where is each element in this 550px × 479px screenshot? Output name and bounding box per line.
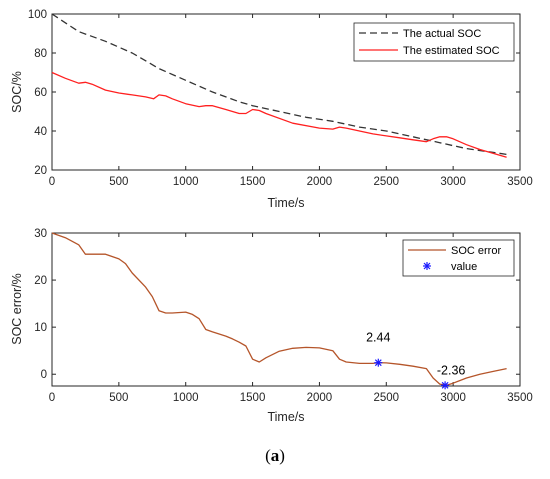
value-marker xyxy=(374,358,383,367)
x-axis: 0 500 1000 1500 2000 2500 3000 3500 xyxy=(49,233,533,404)
x-tick-label: 2000 xyxy=(307,176,333,188)
legend: The actual SOC The estimated SOC xyxy=(353,22,515,62)
x-tick-label: 3500 xyxy=(507,392,533,404)
legend-swatch-value-marker xyxy=(423,262,431,270)
legend: SOC error value xyxy=(402,239,515,277)
series-lines xyxy=(51,232,507,386)
x-tick-label: 2500 xyxy=(373,392,399,404)
y-tick-label: 0 xyxy=(41,369,47,381)
y-tick-label: 20 xyxy=(34,165,47,177)
legend-label-estimated-soc: The estimated SOC xyxy=(403,45,500,57)
y-tick-label: 60 xyxy=(34,87,47,99)
x-tick-label: 500 xyxy=(109,176,128,188)
series-line-soc-error xyxy=(51,232,507,386)
x-axis-label: Time/s xyxy=(267,196,304,210)
x-tick-label: 1000 xyxy=(173,392,199,404)
x-tick-label: 0 xyxy=(49,176,55,188)
x-tick-label: 2500 xyxy=(373,176,399,188)
y-axis-label: SOC error/% xyxy=(10,273,24,345)
legend-label-value: value xyxy=(451,261,477,273)
y-axis: 0 10 20 30 xyxy=(34,228,520,381)
legend-label-actual-soc: The actual SOC xyxy=(403,28,481,40)
y-tick-label: 40 xyxy=(34,126,47,138)
value-markers: 2.44 -2.36 xyxy=(366,331,465,390)
x-axis: 0 500 1000 1500 2000 2500 3000 3500 xyxy=(49,14,533,188)
y-axis: 20 40 60 80 100 xyxy=(28,9,520,177)
figure-caption: (a) xyxy=(265,446,285,465)
legend-box xyxy=(402,239,515,277)
y-tick-label: 80 xyxy=(34,48,47,60)
series-lines xyxy=(51,13,507,158)
x-tick-label: 3500 xyxy=(507,176,533,188)
y-tick-label: 20 xyxy=(34,275,47,287)
y-axis-label: SOC/% xyxy=(10,71,24,113)
x-tick-label: 3000 xyxy=(440,176,466,188)
x-tick-label: 500 xyxy=(109,392,128,404)
legend-box xyxy=(353,22,515,62)
y-tick-label: 100 xyxy=(28,9,47,21)
value-marker xyxy=(441,381,450,390)
soc-error-chart: 0 500 1000 1500 2000 2500 3000 3500 0 10 20 30 2.4… xyxy=(10,228,533,424)
x-tick-label: 1500 xyxy=(240,392,266,404)
x-tick-label: 2000 xyxy=(307,392,333,404)
series-line-estimated-soc xyxy=(51,71,507,158)
legend-label-soc-error: SOC error xyxy=(451,245,501,257)
series-line-actual-soc xyxy=(51,13,507,156)
x-axis-label: Time/s xyxy=(267,410,304,424)
x-tick-label: 1000 xyxy=(173,176,199,188)
x-tick-label: 1500 xyxy=(240,176,266,188)
value-annotation: 2.44 xyxy=(366,331,390,345)
y-tick-label: 10 xyxy=(34,322,47,334)
x-tick-label: 3000 xyxy=(440,392,466,404)
soc-chart: 0 500 1000 1500 2000 2500 3000 3500 20 40 60 80 100… xyxy=(10,9,533,210)
x-tick-label: 0 xyxy=(49,392,55,404)
value-annotation: -2.36 xyxy=(437,363,466,377)
y-tick-label: 30 xyxy=(34,228,47,240)
